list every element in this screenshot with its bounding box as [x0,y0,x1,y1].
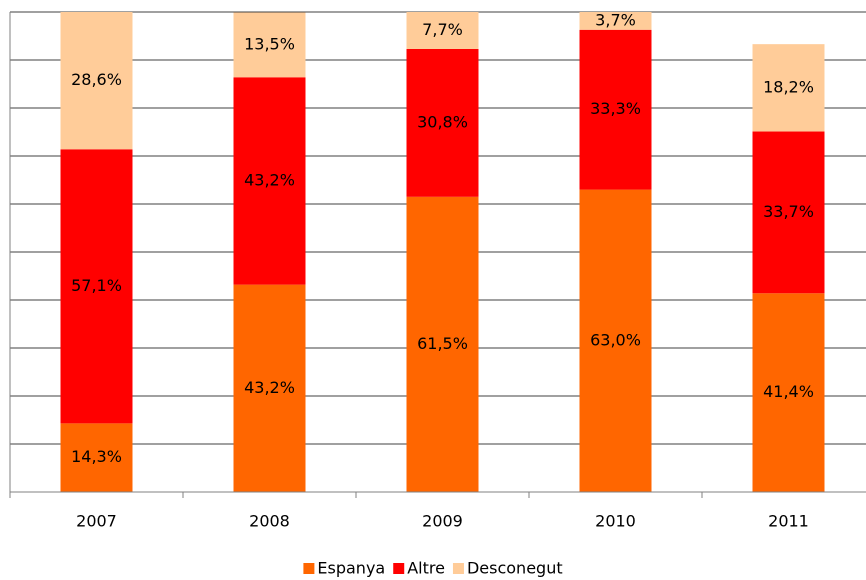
legend-label: Altre [407,559,445,578]
bar-segment [752,44,825,132]
data-label: 3,7% [595,10,636,29]
data-label: 14,3% [71,447,122,466]
bar-segment [406,48,479,197]
data-label: 7,7% [422,20,463,39]
data-label: 33,3% [590,99,641,118]
data-label: 41,4% [763,382,814,401]
bar-segment [752,293,825,492]
legend: Espanya Altre Desconegut [303,559,563,578]
x-tick-label: 2008 [249,512,290,531]
x-tick-label: 2007 [76,512,117,531]
data-label: 43,2% [244,170,295,189]
data-label: 57,1% [71,276,122,295]
legend-swatch [452,563,464,574]
data-label: 13,5% [244,34,295,53]
bar-segment [579,189,652,492]
bar-segment [233,77,306,285]
legend-label: Desconegut [467,559,563,578]
x-tick-label: 2011 [768,512,809,531]
bar-segment [233,284,306,492]
x-tick-label: 2010 [595,512,636,531]
bar-segment [406,12,479,49]
bar-segment [579,29,652,190]
data-label: 18,2% [763,77,814,96]
bar-segment [60,149,133,424]
bar-segment [60,423,133,492]
data-label: 63,0% [590,330,641,349]
bar-segment [406,196,479,493]
legend-swatch [393,563,405,574]
bar-segment [752,131,825,294]
data-label: 28,6% [71,70,122,89]
legend-swatch [303,563,315,574]
x-tick-label: 2009 [422,512,463,531]
data-label: 30,8% [417,112,468,131]
bar-segment [233,12,306,78]
bar-segment [60,12,133,150]
legend-label: Espanya [317,559,385,578]
data-label: 43,2% [244,378,295,397]
data-label: 61,5% [417,334,468,353]
data-label: 33,7% [763,202,814,221]
bar-segment [579,12,652,30]
